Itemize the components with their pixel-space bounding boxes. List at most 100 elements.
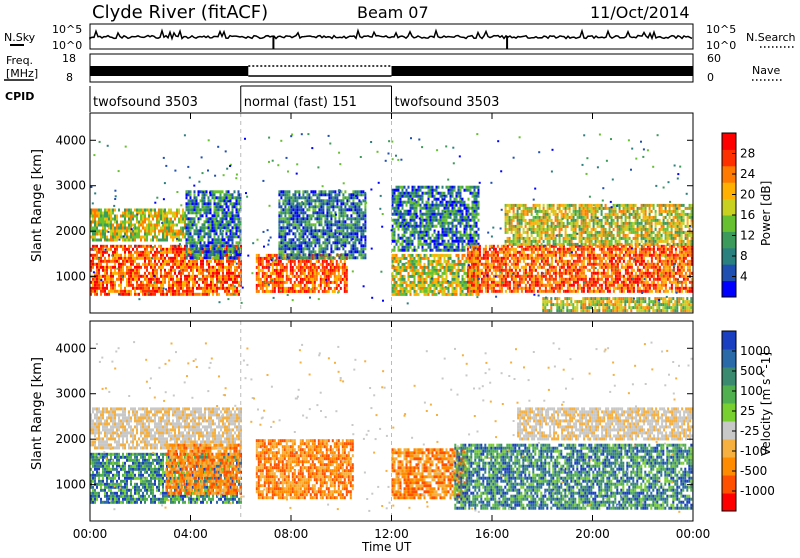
power-echo-cell [196,244,198,247]
power-echo-cell [280,253,282,256]
power-echo-cell [450,269,452,272]
power-echo-cell [440,260,442,263]
power-echo-cell [172,248,174,251]
power-echo-cell [238,196,240,199]
power-echo-cell [462,266,464,269]
power-echo-cell [310,278,312,281]
power-echo-cell [180,251,182,254]
power-echo-cell [462,201,464,204]
power-echo-cell [519,254,521,257]
power-echo-cell [547,284,549,287]
power-echo-cell [196,250,198,253]
power-echo-cell [344,290,346,293]
power-echo-cell [487,263,489,266]
power-echo-cell [104,221,106,224]
power-echo-cell [104,293,106,296]
power-echo-cell [460,213,462,216]
power-echo-cell [110,275,112,278]
power-echo-cell [302,220,304,223]
power-echo-cell [128,251,130,254]
power-echo-cell [477,290,479,293]
power-echo-cell [216,232,218,235]
power-echo-cell [428,243,430,246]
power-echo-cell [296,217,298,220]
power-echo-cell [412,213,414,216]
power-echo-cell [130,218,132,221]
power-echo-cell [130,269,132,272]
power-echo-cell [474,225,476,228]
power-echo-cell [196,260,198,263]
power-echo-cell [140,281,142,284]
power-echo-cell [304,196,306,199]
power-echo-cell [198,205,200,208]
power-echo-cell [501,278,503,281]
power-echo-cell [186,196,188,199]
power-echo-cell [186,238,188,241]
power-echo-cell [448,225,450,228]
power-echo-cell [114,251,116,254]
power-echo-cell [507,248,509,251]
power-echo-cell [238,247,240,250]
power-echo-cell [140,221,142,224]
power-echo-cell [216,211,218,214]
power-echo-cell [300,220,302,223]
power-echo-cell [452,281,454,284]
power-echo-cell [178,221,180,224]
power-echo-cell [122,215,124,218]
power-echo-cell [100,221,102,224]
power-echo-cell [442,272,444,275]
power-echo-cell [456,269,458,272]
power-echo-cell [422,278,424,281]
power-echo-cell [234,214,236,217]
power-echo-cell [426,216,428,219]
power-echo-cell [232,217,234,220]
power-echo-cell [471,260,473,263]
power-echo-cell [416,231,418,234]
power-echo-cell [408,198,410,201]
power-echo-cell [100,236,102,239]
power-echo-cell [515,257,517,260]
power-echo-cell [234,232,236,235]
power-echo-cell [406,257,408,260]
power-echo-cell [138,236,140,239]
power-echo-cell [290,256,292,259]
power-echo-cell [238,229,240,232]
power-echo-cell [304,253,306,256]
power-echo-cell [334,220,336,223]
power-echo-cell [114,239,116,242]
power-echo-cell [527,257,529,260]
power-echo-cell [96,209,98,212]
power-echo-cell [192,211,194,214]
power-echo-cell [432,240,434,243]
power-echo-cell [138,254,140,257]
power-echo-cell [531,278,533,281]
power-echo-cell [196,269,198,272]
power-echo-cell [204,290,206,293]
power-echo-cell [464,260,466,263]
power-echo-cell [493,266,495,269]
power-echo-cell [104,281,106,284]
power-echo-cell [218,190,220,193]
power-echo-cell [364,244,366,247]
power-echo-cell [328,199,330,202]
power-echo-cell [216,293,218,296]
power-echo-cell [198,193,200,196]
power-echo-cell [218,269,220,272]
power-echo-cell [304,226,306,229]
power-echo-cell [292,193,294,196]
power-echo-cell [342,266,344,269]
power-echo-cell [166,293,168,296]
power-echo-cell [513,284,515,287]
power-echo-cell [404,186,406,189]
power-echo-cell [170,251,172,254]
power-echo-cell [292,260,294,263]
power-echo-cell [350,256,352,259]
power-echo-cell [531,281,533,284]
power-echo-cell [406,246,408,249]
power-echo-cell [428,228,430,231]
power-echo-cell [342,199,344,202]
power-echo-cell [424,225,426,228]
power-echo-cell [202,269,204,272]
power-echo-cell [476,293,478,296]
power-echo-cell [314,211,316,214]
